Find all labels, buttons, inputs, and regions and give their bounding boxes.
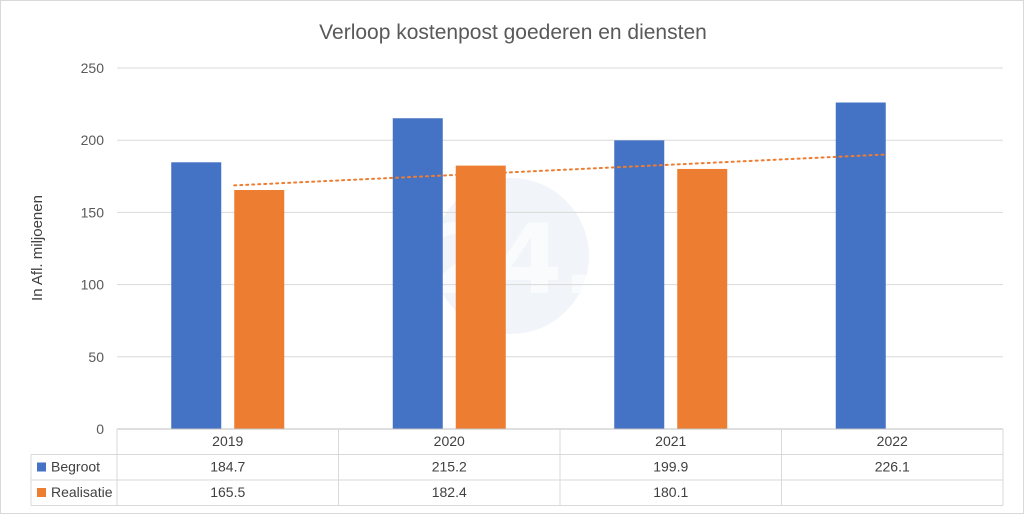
y-axis-ticks: 0 50 100 150 200 250 [81,60,105,437]
y-tick-label: 250 [81,60,105,76]
legend-label: Begroot [51,459,100,475]
data-table-value: 182.4 [432,484,467,500]
bar-realisatie [234,190,285,429]
bar-begroot [614,140,665,429]
data-table-value: 199.9 [653,459,688,475]
watermark: awe24.com [210,178,822,334]
legend-swatch-realisatie [37,488,46,497]
data-table-value: 215.2 [432,459,467,475]
y-tick-label: 50 [88,349,104,365]
bars [171,102,886,430]
trendline [233,153,887,187]
bar-begroot [171,162,222,429]
y-tick-label: 200 [81,132,105,148]
data-table-value: 180.1 [653,484,688,500]
x-tick-label: 2020 [434,433,465,449]
bar-begroot [835,102,886,429]
data-table-value: 184.7 [210,459,245,475]
trendline-group [233,153,887,187]
bar-realisatie [677,168,728,429]
y-tick-label: 100 [81,277,105,293]
data-table: 2019 2020 2021 2022 Begroot 184.7 215.2 199.9 22… [30,428,1004,506]
chart-title: Verloop kostenpost goederen en diensten [319,21,707,44]
x-tick-label: 2019 [212,433,243,449]
legend-label: Realisatie [51,484,113,500]
y-tick-label: 0 [96,421,104,437]
bar-begroot [392,118,443,430]
y-tick-label: 150 [81,204,105,220]
y-axis-label: In Afl. miljoenen [29,195,46,301]
data-table-value: 226.1 [875,459,910,475]
x-tick-label: 2021 [655,433,686,449]
legend-swatch-begroot [37,462,46,472]
watermark-text: awe24.com [210,204,822,316]
data-table-value: 165.5 [210,484,245,500]
x-tick-label: 2022 [877,433,908,449]
bar-realisatie [455,165,506,430]
